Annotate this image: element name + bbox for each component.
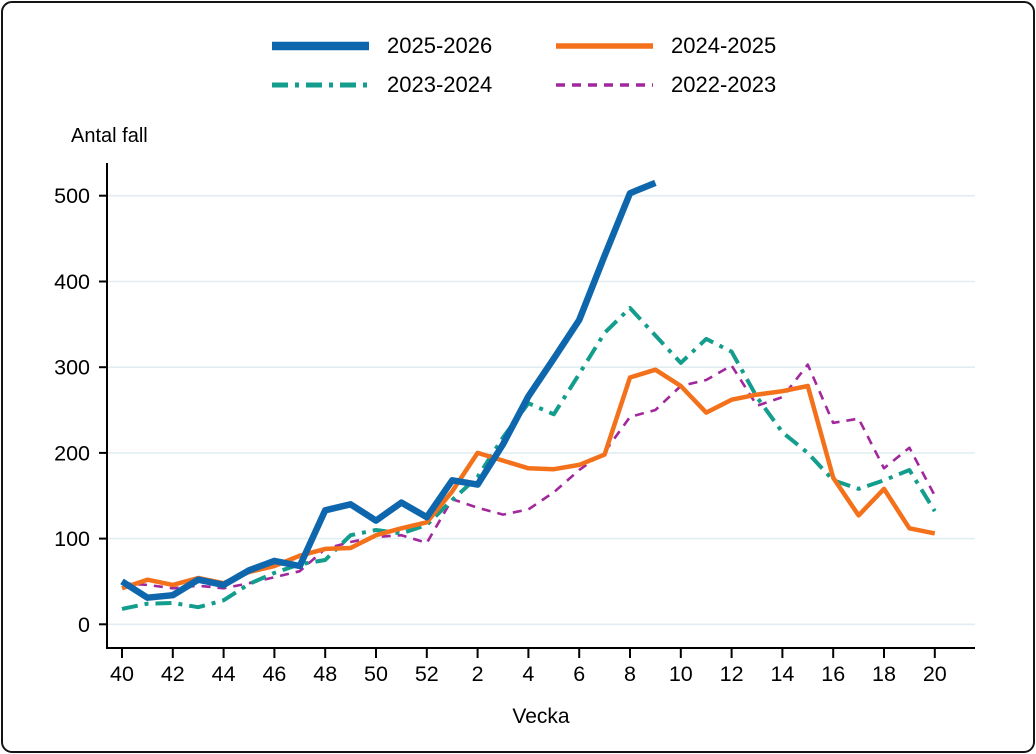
y-tick-label-400: 400 — [54, 270, 90, 294]
x-tick-label-52: 52 — [415, 662, 439, 686]
legend-swatch-2022-2023 — [556, 83, 653, 87]
legend-item-2024-2025: 2024-2025 — [556, 33, 776, 59]
x-tick-label-16: 16 — [821, 662, 845, 686]
legend-item-2022-2023: 2022-2023 — [556, 72, 776, 98]
series-line-2023-2024 — [121, 306, 937, 611]
legend-swatch-2025-2026 — [272, 41, 369, 51]
x-tick-label-42: 42 — [161, 662, 185, 686]
y-tick-label-200: 200 — [54, 441, 90, 465]
y-tick-label-500: 500 — [54, 184, 90, 208]
x-tick-label-20: 20 — [923, 662, 947, 686]
x-tick-label-46: 46 — [262, 662, 286, 686]
legend-label-2022-2023: 2022-2023 — [671, 72, 777, 97]
x-tick-label-4: 4 — [522, 662, 534, 686]
legend-label-2025-2026: 2025-2026 — [387, 33, 493, 58]
x-tick-label-8: 8 — [624, 662, 636, 686]
x-tick-label-2: 2 — [472, 662, 484, 686]
x-tick-label-12: 12 — [720, 662, 744, 686]
x-tick-label-14: 14 — [770, 662, 794, 686]
x-tick-label-50: 50 — [364, 662, 388, 686]
series-line-2025-2026 — [120, 179, 657, 601]
y-axis-title: Antal fall — [71, 125, 148, 147]
x-tick-label-40: 40 — [110, 662, 134, 686]
y-tick-label-300: 300 — [54, 356, 90, 380]
x-tick-label-18: 18 — [872, 662, 896, 686]
legend-label-2023-2024: 2023-2024 — [387, 72, 493, 97]
x-tick-label-48: 48 — [313, 662, 337, 686]
legend-item-2025-2026: 2025-2026 — [272, 33, 556, 59]
y-tick-label-0: 0 — [78, 613, 90, 637]
x-tick-label-10: 10 — [669, 662, 693, 686]
legend: 2025-2026 2024-2025 2023-2024 2022-2023 — [272, 33, 776, 98]
legend-swatch-2024-2025 — [556, 43, 653, 49]
legend-label-2024-2025: 2024-2025 — [671, 33, 777, 58]
legend-item-2023-2024: 2023-2024 — [272, 72, 556, 98]
x-tick-label-6: 6 — [573, 662, 585, 686]
x-tick-label-44: 44 — [212, 662, 236, 686]
legend-swatch-2023-2024 — [272, 82, 369, 88]
y-tick-label-100: 100 — [54, 527, 90, 551]
x-axis-title: Vecka — [512, 705, 570, 728]
